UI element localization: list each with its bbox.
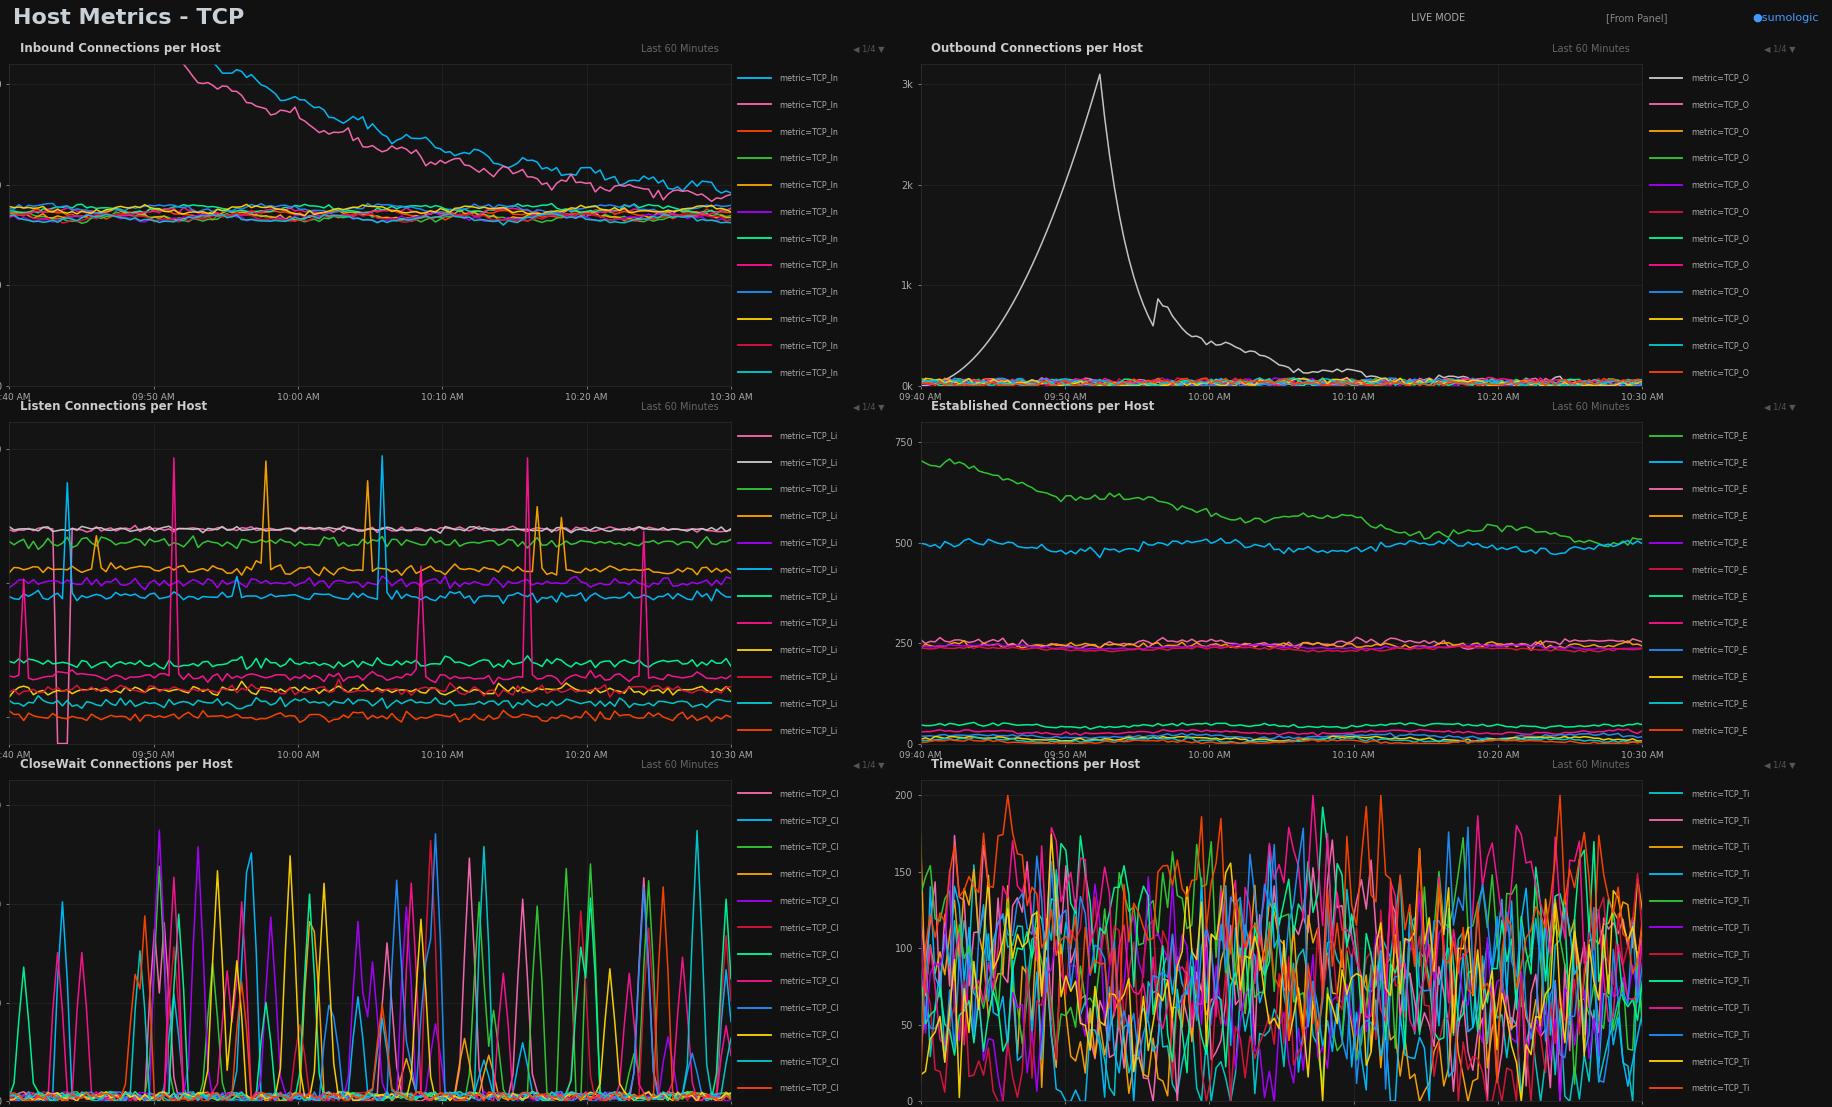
Text: metric=TCP_Ti: metric=TCP_Ti <box>1691 1084 1750 1093</box>
Text: Last 60 Minutes: Last 60 Minutes <box>1552 43 1630 54</box>
Text: metric=TCP_O: metric=TCP_O <box>1691 341 1750 350</box>
Text: metric=TCP_E: metric=TCP_E <box>1691 672 1748 681</box>
Text: metric=TCP_Li: metric=TCP_Li <box>780 431 837 439</box>
Text: metric=TCP_E: metric=TCP_E <box>1691 726 1748 735</box>
Text: metric=TCP_In: metric=TCP_In <box>780 234 839 242</box>
Text: metric=TCP_Li: metric=TCP_Li <box>780 619 837 628</box>
Text: Last 60 Minutes: Last 60 Minutes <box>1552 402 1630 412</box>
Text: Inbound Connections per Host: Inbound Connections per Host <box>20 42 220 55</box>
Text: metric=TCP_Cl: metric=TCP_Cl <box>780 1057 839 1066</box>
Text: metric=TCP_Ti: metric=TCP_Ti <box>1691 789 1750 798</box>
Text: ◀ 1/4 ▼: ◀ 1/4 ▼ <box>1764 44 1795 53</box>
Text: Last 60 Minutes: Last 60 Minutes <box>1552 759 1630 769</box>
Text: Last 60 Minutes: Last 60 Minutes <box>641 759 718 769</box>
Text: metric=TCP_Cl: metric=TCP_Cl <box>780 842 839 851</box>
Text: metric=TCP_Ti: metric=TCP_Ti <box>1691 1030 1750 1039</box>
Text: metric=TCP_Cl: metric=TCP_Cl <box>780 1084 839 1093</box>
Text: metric=TCP_O: metric=TCP_O <box>1691 314 1750 323</box>
Text: metric=TCP_O: metric=TCP_O <box>1691 100 1750 108</box>
Text: metric=TCP_E: metric=TCP_E <box>1691 458 1748 467</box>
Text: metric=TCP_Li: metric=TCP_Li <box>780 458 837 467</box>
Text: metric=TCP_Ti: metric=TCP_Ti <box>1691 869 1750 878</box>
Text: metric=TCP_Li: metric=TCP_Li <box>780 485 837 494</box>
Text: Outbound Connections per Host: Outbound Connections per Host <box>931 42 1143 55</box>
Text: metric=TCP_E: metric=TCP_E <box>1691 619 1748 628</box>
Text: metric=TCP_Li: metric=TCP_Li <box>780 645 837 654</box>
Text: metric=TCP_Ti: metric=TCP_Ti <box>1691 950 1750 959</box>
Text: metric=TCP_In: metric=TCP_In <box>780 100 839 108</box>
Text: CloseWait Connections per Host: CloseWait Connections per Host <box>20 758 233 772</box>
Text: metric=TCP_O: metric=TCP_O <box>1691 207 1750 216</box>
Text: metric=TCP_In: metric=TCP_In <box>780 207 839 216</box>
Text: Host Metrics - TCP: Host Metrics - TCP <box>13 8 244 29</box>
Text: metric=TCP_Li: metric=TCP_Li <box>780 672 837 681</box>
Text: metric=TCP_O: metric=TCP_O <box>1691 154 1750 163</box>
Text: metric=TCP_In: metric=TCP_In <box>780 368 839 376</box>
Text: TimeWait Connections per Host: TimeWait Connections per Host <box>931 758 1141 772</box>
Text: metric=TCP_O: metric=TCP_O <box>1691 126 1750 136</box>
Text: ◀ 1/4 ▼: ◀ 1/4 ▼ <box>852 761 885 769</box>
Text: metric=TCP_E: metric=TCP_E <box>1691 592 1748 601</box>
Text: metric=TCP_In: metric=TCP_In <box>780 314 839 323</box>
Text: ◀ 1/4 ▼: ◀ 1/4 ▼ <box>1764 761 1795 769</box>
Text: metric=TCP_Ti: metric=TCP_Ti <box>1691 896 1750 906</box>
Text: ◀ 1/4 ▼: ◀ 1/4 ▼ <box>1764 402 1795 411</box>
Text: metric=TCP_E: metric=TCP_E <box>1691 511 1748 520</box>
Text: metric=TCP_E: metric=TCP_E <box>1691 485 1748 494</box>
Text: metric=TCP_Ti: metric=TCP_Ti <box>1691 1003 1750 1012</box>
Text: ◀ 1/4 ▼: ◀ 1/4 ▼ <box>852 44 885 53</box>
Text: Last 60 Minutes: Last 60 Minutes <box>641 402 718 412</box>
Text: metric=TCP_O: metric=TCP_O <box>1691 260 1750 270</box>
Text: [From Panel]: [From Panel] <box>1605 13 1667 23</box>
Text: metric=TCP_E: metric=TCP_E <box>1691 699 1748 707</box>
Text: metric=TCP_In: metric=TCP_In <box>780 126 839 136</box>
Text: metric=TCP_In: metric=TCP_In <box>780 288 839 297</box>
Text: metric=TCP_Cl: metric=TCP_Cl <box>780 816 839 825</box>
Text: ◀ 1/4 ▼: ◀ 1/4 ▼ <box>852 402 885 411</box>
Text: metric=TCP_Ti: metric=TCP_Ti <box>1691 923 1750 932</box>
Text: metric=TCP_O: metric=TCP_O <box>1691 234 1750 242</box>
Text: Established Connections per Host: Established Connections per Host <box>931 400 1154 413</box>
Text: Last 60 Minutes: Last 60 Minutes <box>641 43 718 54</box>
Text: metric=TCP_In: metric=TCP_In <box>780 260 839 270</box>
Text: metric=TCP_Li: metric=TCP_Li <box>780 511 837 520</box>
Text: metric=TCP_Ti: metric=TCP_Ti <box>1691 842 1750 851</box>
Text: metric=TCP_E: metric=TCP_E <box>1691 431 1748 439</box>
Text: metric=TCP_O: metric=TCP_O <box>1691 368 1750 376</box>
Text: metric=TCP_Cl: metric=TCP_Cl <box>780 950 839 959</box>
Text: metric=TCP_E: metric=TCP_E <box>1691 565 1748 573</box>
Text: metric=TCP_In: metric=TCP_In <box>780 341 839 350</box>
Text: metric=TCP_O: metric=TCP_O <box>1691 288 1750 297</box>
Text: metric=TCP_Li: metric=TCP_Li <box>780 592 837 601</box>
Text: metric=TCP_Li: metric=TCP_Li <box>780 726 837 735</box>
Text: metric=TCP_Ti: metric=TCP_Ti <box>1691 816 1750 825</box>
Text: metric=TCP_In: metric=TCP_In <box>780 73 839 82</box>
Text: metric=TCP_Cl: metric=TCP_Cl <box>780 869 839 878</box>
Text: ●sumologic: ●sumologic <box>1753 13 1819 23</box>
Text: metric=TCP_O: metric=TCP_O <box>1691 180 1750 189</box>
Text: metric=TCP_Cl: metric=TCP_Cl <box>780 1030 839 1039</box>
Text: metric=TCP_Li: metric=TCP_Li <box>780 565 837 573</box>
Text: metric=TCP_Li: metric=TCP_Li <box>780 538 837 547</box>
Text: metric=TCP_Ti: metric=TCP_Ti <box>1691 976 1750 985</box>
Text: metric=TCP_In: metric=TCP_In <box>780 180 839 189</box>
Text: metric=TCP_Cl: metric=TCP_Cl <box>780 789 839 798</box>
Text: metric=TCP_Ti: metric=TCP_Ti <box>1691 1057 1750 1066</box>
Text: metric=TCP_E: metric=TCP_E <box>1691 645 1748 654</box>
Text: metric=TCP_Cl: metric=TCP_Cl <box>780 1003 839 1012</box>
Text: metric=TCP_Li: metric=TCP_Li <box>780 699 837 707</box>
Text: Listen Connections per Host: Listen Connections per Host <box>20 400 207 413</box>
Text: metric=TCP_Cl: metric=TCP_Cl <box>780 896 839 906</box>
Text: metric=TCP_In: metric=TCP_In <box>780 154 839 163</box>
Text: metric=TCP_Cl: metric=TCP_Cl <box>780 923 839 932</box>
Text: metric=TCP_E: metric=TCP_E <box>1691 538 1748 547</box>
Text: metric=TCP_O: metric=TCP_O <box>1691 73 1750 82</box>
Text: metric=TCP_Cl: metric=TCP_Cl <box>780 976 839 985</box>
Text: LIVE MODE: LIVE MODE <box>1411 13 1466 23</box>
